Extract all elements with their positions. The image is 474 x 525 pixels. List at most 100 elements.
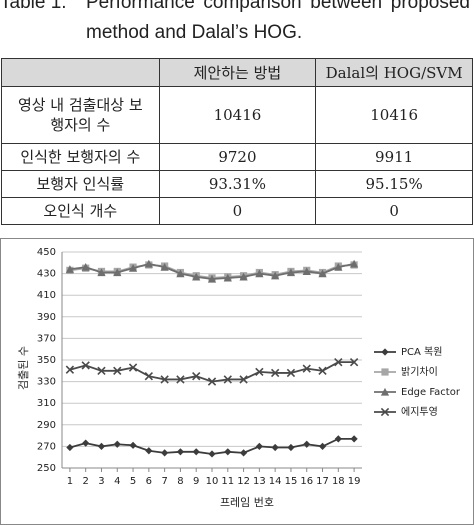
y-tick-label: 370: [37, 333, 56, 344]
caption-text: Performance comparison between proposed …: [86, 0, 470, 43]
data-point: [286, 368, 296, 378]
cell: 95.15%: [315, 170, 473, 198]
data-point: [239, 375, 248, 384]
data-point: [207, 274, 217, 283]
legend-label: Edge Factor: [401, 387, 461, 398]
data-point: [97, 366, 106, 375]
data-point: [161, 449, 169, 457]
cell: 9911: [315, 143, 473, 171]
data-point: [81, 361, 90, 370]
data-point: [286, 268, 296, 277]
data-point: [270, 368, 280, 378]
legend-label: PCA 복원: [401, 346, 442, 358]
cell: 10416: [158, 86, 317, 144]
legend-marker: [380, 407, 390, 417]
x-tick-label: 1: [67, 476, 73, 487]
data-point: [239, 272, 248, 281]
x-tick-label: 14: [269, 476, 282, 487]
x-tick-label: 17: [316, 476, 329, 487]
x-tick-label: 11: [221, 476, 234, 487]
x-tick-label: 8: [177, 476, 183, 487]
data-point: [350, 259, 359, 268]
data-point: [302, 364, 311, 373]
data-point: [144, 372, 154, 381]
data-point: [255, 269, 264, 278]
data-point: [113, 268, 122, 277]
cell: 10416: [315, 86, 473, 144]
x-tick-label: 12: [237, 476, 250, 487]
x-tick-label: 5: [130, 476, 136, 487]
data-point: [160, 263, 169, 271]
y-tick-label: 430: [37, 269, 56, 280]
y-tick-label: 410: [37, 290, 56, 301]
data-point: [224, 448, 232, 456]
data-point: [192, 372, 201, 381]
data-point: [65, 265, 74, 273]
row-label: 인식한 보행자의 수: [1, 143, 160, 171]
data-point: [144, 259, 153, 268]
row: 인식한 보행자의 수 9720 9911: [1, 143, 473, 171]
x-tick-label: 2: [82, 476, 88, 487]
x-tick-label: 7: [161, 476, 167, 487]
legend-marker: [381, 348, 389, 356]
cell: 93.31%: [158, 170, 317, 198]
data-point: [223, 273, 232, 282]
y-tick-label: 310: [37, 398, 56, 409]
data-point: [176, 269, 185, 278]
x-tick-label: 10: [206, 476, 219, 487]
y-tick-label: 450: [37, 247, 56, 258]
data-point: [334, 263, 343, 271]
data-point: [192, 272, 201, 281]
x-tick-label: 19: [348, 476, 361, 487]
y-tick-label: 270: [37, 441, 56, 452]
x-axis-label: 프레임 번호: [220, 496, 274, 509]
header-cell: [1, 58, 160, 87]
row: 보행자 인식률 93.31% 95.15%: [1, 170, 473, 198]
data-point: [192, 448, 200, 456]
data-point: [303, 440, 311, 448]
data-point: [97, 268, 106, 277]
header-cell: 제안하는 방법: [158, 58, 317, 87]
row-label: 영상 내 검출대상 보행자의 수: [1, 86, 160, 144]
x-tick-label: 15: [285, 476, 298, 487]
x-tick-label: 9: [193, 476, 199, 487]
data-point: [176, 375, 185, 384]
data-point: [176, 448, 185, 456]
data-point: [113, 440, 121, 448]
data-point: [334, 357, 343, 367]
data-point: [128, 264, 138, 272]
y-axis-label: 검출된 수: [17, 346, 30, 390]
cell: 0: [315, 197, 473, 225]
x-tick-label: 3: [98, 476, 104, 487]
legend-marker: [381, 368, 389, 376]
y-tick-label: 250: [37, 463, 56, 474]
table-caption: Table 1. Performance comparison between p…: [0, 0, 470, 48]
data-point: [113, 366, 122, 375]
row: 오인식 개수 0 0: [1, 197, 473, 225]
x-tick-label: 16: [300, 476, 313, 487]
data-point: [318, 366, 327, 375]
data-point: [160, 375, 169, 384]
chart: 프레임 번호 검출된 수 250270290310330350370390410…: [0, 238, 474, 525]
header-cell: Dalal의 HOG/SVM: [315, 58, 473, 87]
x-tick-label: 18: [332, 476, 345, 487]
legend-label: 에지투영: [401, 406, 438, 418]
data-point: [255, 367, 264, 377]
y-tick-label: 290: [37, 420, 56, 431]
data-point: [239, 449, 248, 457]
legend-label: 밝기차이: [401, 366, 438, 378]
row: 영상 내 검출대상 보행자의 수 10416 10416: [1, 86, 473, 144]
cell: 9720: [158, 143, 317, 171]
data-point: [65, 365, 75, 374]
data-point: [129, 441, 137, 449]
y-tick-label: 350: [37, 355, 56, 366]
legend-marker: [380, 387, 390, 396]
data-point: [271, 271, 280, 280]
data-point: [128, 363, 138, 372]
data-point: [81, 263, 90, 271]
row-label: 오인식 개수: [1, 197, 160, 225]
x-tick-label: 6: [146, 476, 152, 487]
results-table: 제안하는 방법 Dalal의 HOG/SVM 영상 내 검출대상 보행자의 수 …: [1, 58, 473, 225]
y-tick-label: 390: [37, 312, 56, 323]
data-point: [349, 357, 359, 367]
